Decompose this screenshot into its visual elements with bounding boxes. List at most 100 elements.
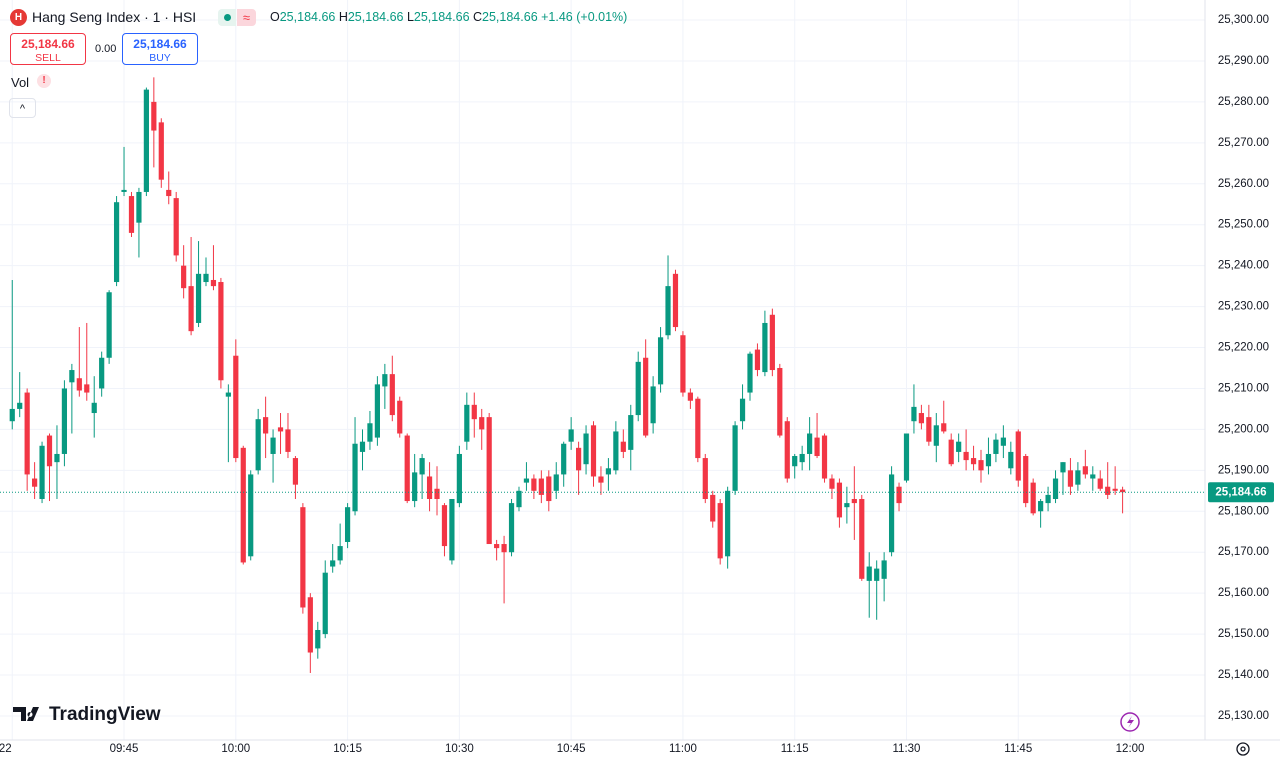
y-tick-label: 25,290.00 xyxy=(1218,55,1269,67)
candle-body xyxy=(814,437,820,457)
candle-body xyxy=(1119,489,1126,493)
candle-body xyxy=(911,406,917,422)
candle-body xyxy=(933,425,939,446)
x-tick-label: 10:15 xyxy=(333,743,362,755)
candle-body xyxy=(1067,470,1074,487)
candle-body xyxy=(374,384,380,438)
candle-body xyxy=(978,460,984,471)
candle-body xyxy=(367,423,373,442)
candle-body xyxy=(195,273,202,323)
candle-body xyxy=(836,482,843,518)
sell-button[interactable]: 25,184.66 SELL xyxy=(10,33,86,65)
x-tick-label: 10:45 xyxy=(557,743,586,755)
candle-body xyxy=(1008,451,1014,469)
candle-body xyxy=(717,503,723,559)
candle-body xyxy=(829,478,835,489)
buy-button[interactable]: 25,184.66 BUY xyxy=(122,33,198,65)
candle-body xyxy=(106,292,112,358)
candle-body xyxy=(441,505,448,547)
y-tick-label: 25,230.00 xyxy=(1218,301,1269,313)
indicator-label: Vol xyxy=(11,75,30,90)
ohlc-value: 25,184.66 xyxy=(413,10,470,24)
candle-body xyxy=(173,198,179,256)
candle-body xyxy=(307,597,313,653)
candle-body xyxy=(1015,431,1021,481)
candle-body xyxy=(710,494,716,522)
candle-body xyxy=(113,202,120,283)
ohlc-value: 25,184.66 xyxy=(279,10,336,24)
candle-body xyxy=(181,265,187,289)
tv-logo xyxy=(13,707,39,721)
candle-body xyxy=(635,361,641,416)
ohlc-key: H xyxy=(338,10,348,24)
sell-price: 25,184.66 xyxy=(21,37,75,51)
candle-body xyxy=(807,433,813,454)
candle-body xyxy=(17,402,23,409)
candle-body xyxy=(143,89,149,192)
candle-body xyxy=(46,435,53,467)
grid xyxy=(0,0,1205,740)
candle-body xyxy=(389,374,395,416)
candle-body xyxy=(24,392,30,475)
collapse-button[interactable]: ^ xyxy=(9,98,36,118)
candle-body xyxy=(344,507,351,542)
candle-body xyxy=(1075,470,1081,485)
bolt-button[interactable] xyxy=(1120,712,1140,732)
candle-body xyxy=(859,498,865,579)
candle-body xyxy=(851,498,857,504)
candle-body xyxy=(203,273,209,283)
candle-body xyxy=(590,425,597,477)
candle-body xyxy=(628,415,634,450)
candle-body xyxy=(620,441,626,452)
candle-body xyxy=(61,388,68,454)
y-tick-label: 25,270.00 xyxy=(1218,137,1269,149)
y-tick-label: 25,250.00 xyxy=(1218,219,1269,231)
candle-body xyxy=(285,429,291,452)
last-price-tag xyxy=(1208,482,1274,503)
candle-body xyxy=(270,437,276,454)
candle-body xyxy=(9,408,15,422)
candle-body xyxy=(1090,474,1096,479)
candle-body xyxy=(538,478,544,495)
data-status: ≈ xyxy=(237,9,256,26)
candle-body xyxy=(419,458,425,475)
candle-body xyxy=(508,503,515,553)
y-tick-label: 25,160.00 xyxy=(1218,587,1269,599)
settings-button[interactable] xyxy=(1236,742,1250,756)
candle-body xyxy=(561,443,567,475)
candle-body xyxy=(39,445,45,499)
candle-body xyxy=(739,398,746,422)
candle-body xyxy=(948,439,954,465)
candle-body xyxy=(54,453,60,463)
candle-body xyxy=(881,560,887,579)
candle-body xyxy=(956,441,962,452)
candle-body xyxy=(91,402,97,414)
warning-icon[interactable]: ! xyxy=(37,74,51,88)
candle-body xyxy=(576,447,582,471)
candle-body xyxy=(449,498,455,561)
candle-body xyxy=(121,189,127,192)
candle-body xyxy=(546,476,552,502)
candle-body xyxy=(896,486,902,504)
candle-body xyxy=(650,386,656,424)
candle-body xyxy=(434,488,440,499)
y-tick-label: 25,220.00 xyxy=(1218,342,1269,354)
ohlc-value: 25,184.66 xyxy=(347,10,404,24)
candle-body xyxy=(501,544,507,553)
candle-body xyxy=(84,384,90,393)
candle-body xyxy=(725,490,731,557)
candle-body xyxy=(523,478,530,483)
y-tick-label: 25,170.00 xyxy=(1218,546,1269,558)
candle-body xyxy=(1060,462,1066,473)
buy-label: BUY xyxy=(149,52,171,64)
candle-body xyxy=(426,476,433,499)
candle-body xyxy=(263,417,269,434)
candle-body xyxy=(657,337,664,385)
y-tick-label: 25,180.00 xyxy=(1218,505,1269,517)
candle-body xyxy=(1045,494,1051,504)
candle-body xyxy=(225,392,231,397)
candle-body xyxy=(277,427,284,432)
buy-price: 25,184.66 xyxy=(133,37,187,51)
x-tick-label: 12:00 xyxy=(1116,743,1145,755)
